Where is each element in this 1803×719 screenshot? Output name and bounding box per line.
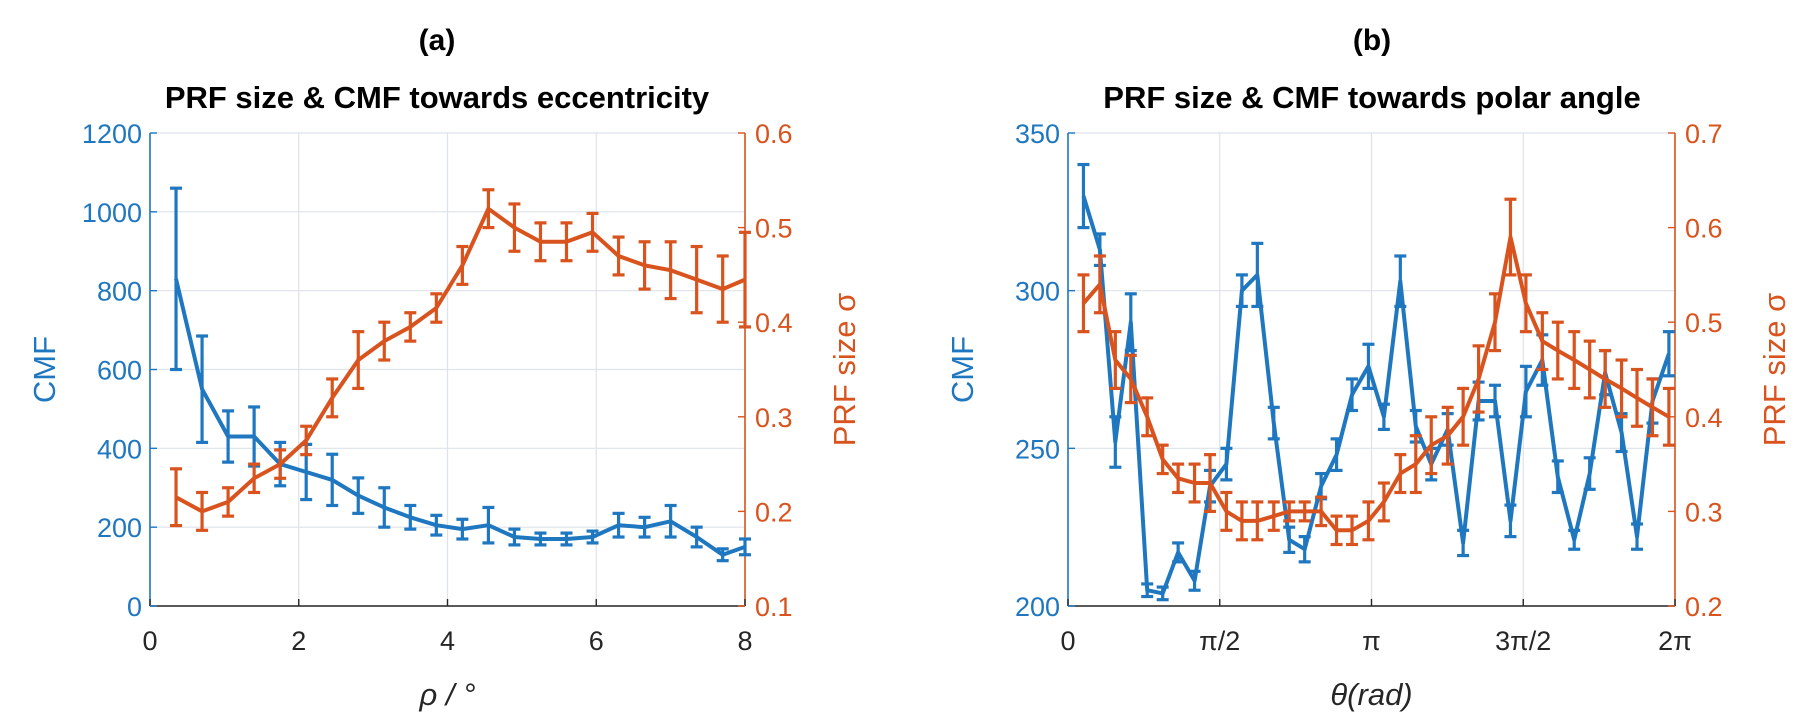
x-tick-label: 0	[1060, 626, 1075, 656]
left-y-tick-label: 800	[97, 277, 142, 307]
panel-b-label: (b)	[1353, 24, 1391, 57]
panel-b-ylabel-left: CMF	[945, 336, 980, 403]
panel-b-plot: 0 π/2 π 3π/2 2π 200 250 300 350 0.2 0.3 0.4 0.5 0.6 0.…	[1015, 119, 1723, 656]
right-y-tick-label: 0.3	[755, 403, 793, 433]
x-tick-label: 2π	[1658, 626, 1692, 656]
left-y-tick-label: 1200	[82, 119, 142, 149]
right-y-tick-label: 0.6	[1685, 214, 1723, 244]
x-tick-label: 0	[142, 626, 157, 656]
left-y-tick-label: 600	[97, 356, 142, 386]
right-y-tick-label: 0.2	[755, 497, 793, 527]
left-y-tick-label: 300	[1015, 277, 1060, 307]
cmf-error-bar	[739, 537, 751, 557]
left-y-tick-label: 250	[1015, 434, 1060, 464]
cmf-line	[174, 278, 746, 557]
right-y-tick-label: 0.7	[1685, 119, 1723, 149]
prf-size-series	[170, 188, 751, 532]
cmf-error-bar	[1077, 162, 1090, 230]
left-y-tick-label: 400	[97, 434, 142, 464]
x-tick-label: 4	[440, 626, 455, 656]
panel-b-ylabel-right: PRF size σ	[1757, 293, 1792, 447]
panel-b-xlabel: θ(rad)	[1330, 677, 1412, 712]
left-y-tick-label: 1000	[82, 198, 142, 228]
panel-a-ylabel-right: PRF size σ	[827, 293, 862, 447]
panel-a: (a) PRF size & CMF towards eccentricity …	[27, 24, 862, 712]
panel-b-title: PRF size & CMF towards polar angle	[1103, 80, 1640, 115]
x-tick-label: π	[1362, 626, 1381, 656]
left-y-tick-label: 200	[1015, 592, 1060, 622]
right-y-tick-label: 0.4	[1685, 403, 1723, 433]
panel-a-ylabel-left: CMF	[27, 336, 62, 403]
cmf-series	[170, 186, 751, 563]
right-y-tick-label: 0.4	[755, 308, 793, 338]
x-tick-label: 3π/2	[1495, 626, 1551, 656]
left-y-tick-label: 0	[127, 592, 142, 622]
panel-b: (b) PRF size & CMF towards polar angle 0…	[945, 24, 1792, 712]
cmf-series	[1077, 162, 1675, 602]
prf-size-line	[175, 206, 746, 514]
x-tick-label: 6	[589, 626, 604, 656]
panel-a-label: (a)	[419, 24, 456, 57]
left-y-tick-label: 350	[1015, 119, 1060, 149]
right-y-tick-label: 0.5	[1685, 308, 1723, 338]
x-tick-label: 2	[291, 626, 306, 656]
right-y-tick-label: 0.2	[1685, 592, 1723, 622]
prf-size-series	[1077, 197, 1675, 547]
cmf-line	[1081, 195, 1671, 596]
right-y-tick-label: 0.3	[1685, 497, 1723, 527]
x-tick-label: π/2	[1199, 626, 1240, 656]
prf-size-error-bar	[1077, 273, 1090, 334]
prf-size-line	[1081, 235, 1670, 533]
right-y-tick-label: 0.1	[755, 592, 793, 622]
panel-a-title: PRF size & CMF towards eccentricity	[165, 80, 710, 115]
right-y-tick-label: 0.5	[755, 214, 793, 244]
panel-a-xlabel: ρ / °	[419, 677, 476, 712]
x-tick-label: 8	[737, 626, 752, 656]
left-y-tick-label: 200	[97, 513, 142, 543]
panel-a-plot: 0 2 4 6 8 0 200 400 600 800 1000 1200 0.1 0.2 0.3 0.4 0.…	[82, 119, 793, 656]
right-y-tick-label: 0.6	[755, 119, 793, 149]
